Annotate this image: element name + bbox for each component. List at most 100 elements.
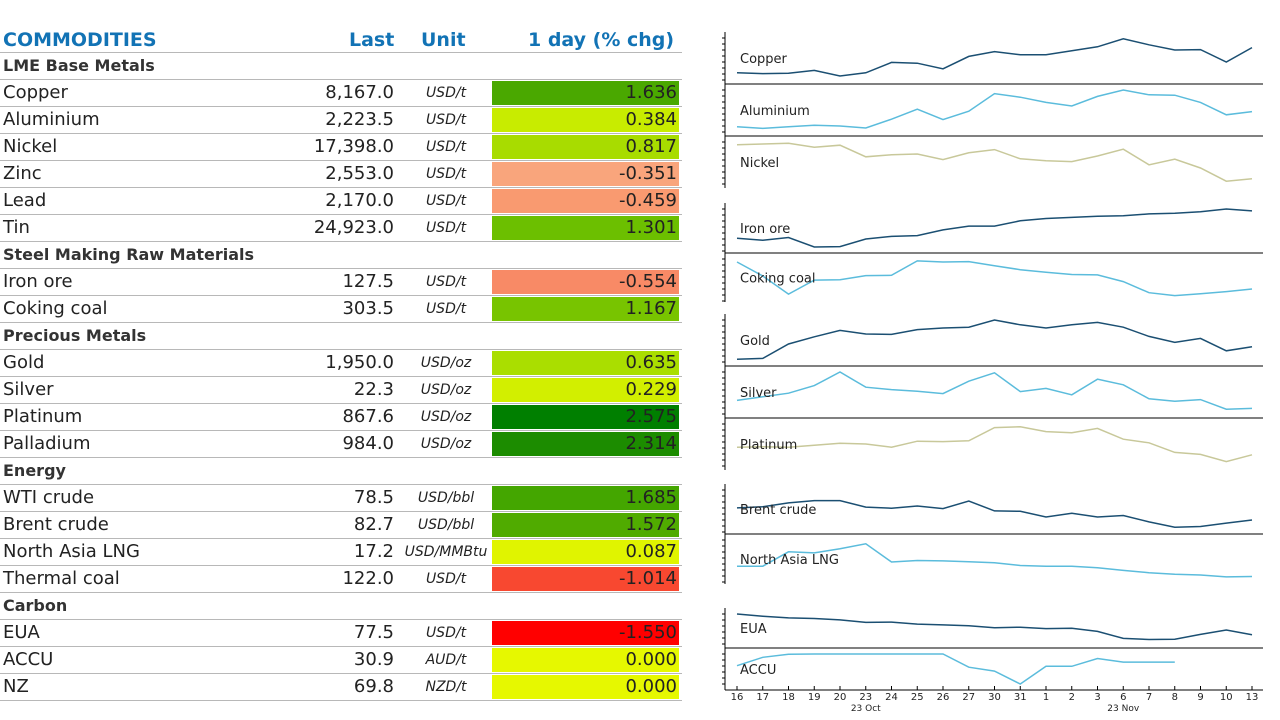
series-line xyxy=(736,653,1175,685)
x-tick-label: 16 xyxy=(731,692,744,703)
col-header-last: Last xyxy=(349,29,395,51)
day-change-cell: -0.554 xyxy=(492,270,679,294)
commodity-name: North Asia LNG xyxy=(3,541,140,562)
x-tick-label: 7 xyxy=(1146,692,1152,703)
last-price: 17.2 xyxy=(353,541,394,562)
series-line xyxy=(736,208,1253,248)
section-title: LME Base Metals xyxy=(3,56,155,75)
series-line xyxy=(736,319,1253,360)
series-line xyxy=(736,499,1253,528)
last-price: 2,170.0 xyxy=(325,190,394,211)
series-label: Copper xyxy=(740,52,788,67)
price-unit: USD/t xyxy=(425,274,467,290)
day-change-cell: -1.550 xyxy=(492,621,679,645)
x-tick-label: 9 xyxy=(1197,692,1203,703)
price-unit: NZD/t xyxy=(425,679,467,695)
x-tick-label: 25 xyxy=(911,692,924,703)
table-row: ACCU 30.9 AUD/t 0.000 xyxy=(0,647,682,674)
commodity-name: NZ xyxy=(3,676,29,697)
table-row: Tin 24,923.0 USD/t 1.301 xyxy=(0,215,682,242)
price-unit: USD/oz xyxy=(420,409,472,425)
series-label: Aluminium xyxy=(740,104,810,119)
commodity-name: Zinc xyxy=(3,163,42,184)
series-line xyxy=(736,371,1253,410)
last-price: 24,923.0 xyxy=(313,217,394,238)
section-heading: LME Base Metals xyxy=(0,53,682,80)
x-tick-label: 13 xyxy=(1246,692,1259,703)
series-label: Iron ore xyxy=(740,222,790,237)
commodity-name: WTI crude xyxy=(3,487,95,508)
section-heading: Steel Making Raw Materials xyxy=(0,242,682,269)
col-header-change: 1 day (% chg) xyxy=(528,29,675,51)
x-tick-label: 30 xyxy=(988,692,1001,703)
series-line xyxy=(737,543,1253,578)
price-unit: USD/t xyxy=(425,220,467,236)
day-change-cell: 1.685 xyxy=(492,486,679,510)
commodity-name: Coking coal xyxy=(3,298,108,319)
last-price: 1,950.0 xyxy=(325,352,394,373)
commodity-name: Palladium xyxy=(3,433,91,454)
day-change-cell: -1.014 xyxy=(492,567,679,591)
last-price: 82.7 xyxy=(353,514,394,535)
day-change-cell: 0.229 xyxy=(492,378,679,402)
table-row: WTI crude 78.5 USD/bbl 1.685 xyxy=(0,485,682,512)
day-change-cell: 1.167 xyxy=(492,297,679,321)
last-price: 2,223.5 xyxy=(325,109,394,130)
day-change-cell: 0.000 xyxy=(492,648,679,672)
last-price: 867.6 xyxy=(342,406,394,427)
day-change-cell: 0.087 xyxy=(492,540,679,564)
series-label: EUA xyxy=(740,622,767,637)
price-unit: AUD/t xyxy=(425,652,467,668)
table-row: Silver 22.3 USD/oz 0.229 xyxy=(0,377,682,404)
series-line xyxy=(736,142,1253,182)
day-change-cell: 1.301 xyxy=(492,216,679,240)
commodity-name: Nickel xyxy=(3,136,58,157)
x-tick-label: 6 xyxy=(1120,692,1126,703)
x-group-label: 23 Oct xyxy=(851,704,881,714)
price-unit: USD/t xyxy=(425,193,467,209)
commodity-name: EUA xyxy=(3,622,40,643)
table-row: Gold 1,950.0 USD/oz 0.635 xyxy=(0,350,682,377)
table-row: Nickel 17,398.0 USD/t 0.817 xyxy=(0,134,682,161)
commodity-name: Tin xyxy=(3,217,30,238)
last-price: 127.5 xyxy=(342,271,394,292)
price-unit: USD/t xyxy=(425,139,467,155)
section-heading: Precious Metals xyxy=(0,323,682,350)
x-tick-label: 10 xyxy=(1220,692,1233,703)
day-change-cell: 0.817 xyxy=(492,135,679,159)
table-row: Iron ore 127.5 USD/t -0.554 xyxy=(0,269,682,296)
x-tick-label: 19 xyxy=(808,692,821,703)
last-price: 17,398.0 xyxy=(313,136,394,157)
day-change-cell: 1.572 xyxy=(492,513,679,537)
series-label: Platinum xyxy=(740,438,797,453)
x-tick-label: 17 xyxy=(756,692,769,703)
series-line xyxy=(736,426,1253,463)
day-change-cell: 2.314 xyxy=(492,432,679,456)
last-price: 22.3 xyxy=(353,379,394,400)
price-unit: USD/t xyxy=(425,85,467,101)
series-label: Brent crude xyxy=(740,503,816,518)
table-row: Lead 2,170.0 USD/t -0.459 xyxy=(0,188,682,215)
x-tick-label: 18 xyxy=(782,692,795,703)
series-label: North Asia LNG xyxy=(740,553,839,568)
x-tick-label: 2 xyxy=(1069,692,1075,703)
x-tick-label: 23 xyxy=(859,692,872,703)
price-unit: USD/MMBtu xyxy=(404,544,488,560)
commodities-table: COMMODITIES Last Unit 1 day (% chg) LME Base… xyxy=(0,26,682,701)
commodity-name: ACCU xyxy=(3,649,54,670)
x-tick-label: 3 xyxy=(1094,692,1100,703)
col-header-unit: Unit xyxy=(421,29,466,51)
series-label: ACCU xyxy=(740,663,776,678)
table-row: Zinc 2,553.0 USD/t -0.351 xyxy=(0,161,682,188)
table-title: COMMODITIES xyxy=(3,29,157,51)
commodity-name: Iron ore xyxy=(3,271,73,292)
table-row: Platinum 867.6 USD/oz 2.575 xyxy=(0,404,682,431)
series-label: Nickel xyxy=(740,156,779,171)
series-label: Gold xyxy=(740,334,770,349)
commodity-name: Platinum xyxy=(3,406,83,427)
price-unit: USD/t xyxy=(425,301,467,317)
last-price: 77.5 xyxy=(353,622,394,643)
price-unit: USD/t xyxy=(425,112,467,128)
series-line xyxy=(736,260,1253,297)
